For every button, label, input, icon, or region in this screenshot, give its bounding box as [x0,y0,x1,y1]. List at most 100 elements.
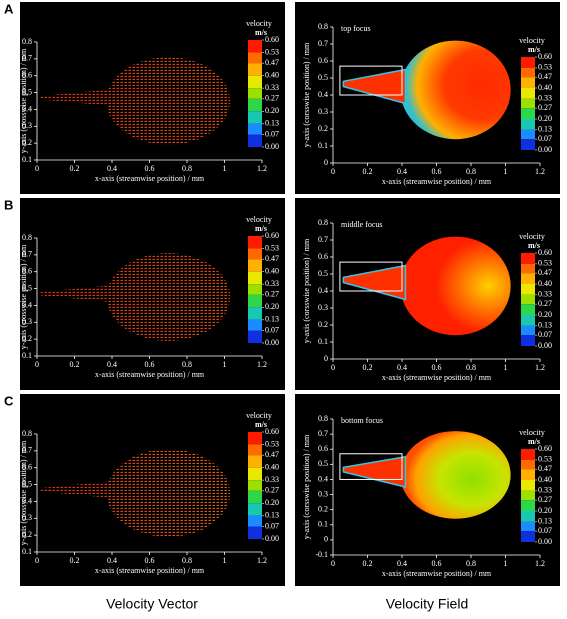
x-tick-label: 0 [331,167,335,176]
x-tick-label: 0.8 [466,167,476,176]
y-tick-label: 0.4 [22,104,32,113]
colorbar-segment [248,467,262,481]
x-tick-label: 0 [35,360,39,369]
colorbar-segment [248,123,262,135]
droplet-tint [106,253,231,341]
colorbar-tick-label: 0.60 [538,444,552,453]
x-tick-label: 1 [504,559,508,568]
colorbar-tick-label: 0.47 [265,450,279,459]
y-tick-label: 0.6 [22,71,32,80]
y-tick-label: 0.1 [22,351,32,360]
colorbar-segment [248,330,262,343]
colorbar-segment [248,271,262,285]
plot-title: top focus [341,24,371,33]
x-tick-label: 0.2 [70,360,80,369]
y-tick-label: 0.3 [318,107,328,116]
colorbar-title: velocity [519,428,545,437]
y-tick-label: 0.3 [22,513,32,522]
colorbar-segment [248,236,262,249]
colorbar-tick-label: 0.13 [538,125,552,134]
colorbar-segment [248,134,262,147]
y-axis-label: y-axis (corsswise position) / mm [302,238,311,343]
colorbar-title: velocity [246,411,272,420]
colorbar-tick-label: 0.07 [538,526,552,535]
colorbar-title: velocity [519,36,545,45]
colorbar-tick-label: 0.00 [538,145,552,154]
colorbar-segment [248,432,262,445]
y-tick-label: 0 [324,158,328,167]
colorbar-tick-label: 0.07 [265,521,279,530]
x-tick-label: 1.2 [257,556,267,565]
x-tick-label: 0.4 [107,556,117,565]
colorbar-segment [521,98,535,109]
colorbar-segment [521,521,535,532]
y-tick-label: 0.3 [318,489,328,498]
x-tick-label: 1 [223,556,227,565]
colorbar-segment [521,325,535,336]
focus-box [339,261,403,292]
y-tick-label: 0.4 [318,474,328,483]
colorbar-tick-label: 0.27 [538,299,552,308]
colorbar-segment [521,294,535,305]
colorbar-segment [248,444,262,456]
y-tick-label: 0.7 [318,235,328,244]
colorbar-tick-label: 0.33 [265,475,279,484]
colorbar-tick-label: 0.40 [538,475,552,484]
plot-title: middle focus [341,220,383,229]
colorbar-tick-label: 0.13 [538,321,552,330]
x-axis-label: x-axis (streamwise position) / mm [382,177,492,186]
colorbar-tick-label: 0.47 [538,464,552,473]
x-tick-label: 1.2 [535,167,545,176]
colorbar-segment [248,98,262,112]
colorbar-tick-label: 0.13 [538,517,552,526]
y-tick-label: 0.2 [22,138,32,147]
colorbar-tick-label: 0.47 [538,72,552,81]
x-tick-label: 0.8 [182,360,192,369]
colorbar-tick-label: 0.40 [265,70,279,79]
colorbar-tick-label: 0.47 [265,58,279,67]
colorbar-segment [248,40,262,53]
x-tick-label: 0.6 [145,164,155,173]
x-axis-label: x-axis (streamwise position) / mm [95,370,205,379]
x-tick-label: 0.2 [70,556,80,565]
panel: middle focus 0 0.2 0.4 0.6 0.8 1 1.2 0 0.1 0.2 0.3 0… [295,198,560,390]
y-tick-label: 0.8 [22,37,32,46]
colorbar-segment [248,294,262,308]
plot-title: bottom focus [341,416,383,425]
x-tick-label: 0.6 [145,556,155,565]
y-tick-label: 0.5 [22,283,32,292]
colorbar-tick-label: 0.53 [538,455,552,464]
colorbar-segment [521,88,535,99]
y-axis-label: y-axis (corsswise position) / mm [302,42,311,147]
x-axis-label: x-axis (streamwise position) / mm [95,566,205,575]
colorbar-tick-label: 0.27 [538,495,552,504]
colorbar-segment [248,52,262,64]
x-tick-label: 0 [35,164,39,173]
x-tick-label: 0.4 [107,164,117,173]
colorbar-tick-label: 0.53 [538,63,552,72]
y-tick-label: 0 [324,535,328,544]
x-tick-label: 0.6 [432,363,442,372]
droplet-tint [106,57,231,145]
x-tick-label: 0.8 [466,363,476,372]
x-tick-label: 0.6 [432,559,442,568]
y-tick-label: 0.5 [318,73,328,82]
y-tick-label: 0.5 [318,269,328,278]
colorbar-segment [248,503,262,516]
y-tick-label: 0.8 [318,414,328,423]
x-tick-label: 1 [504,167,508,176]
colorbar-tick-label: 0.00 [265,338,279,347]
x-tick-label: 0.2 [363,559,373,568]
colorbar-tick-label: 0.33 [538,94,552,103]
droplet [400,431,511,519]
x-tick-label: 0.4 [397,559,407,568]
y-tick-label: 0.7 [22,54,32,63]
colorbar-segment [521,119,535,130]
colorbar-tick-label: 0.40 [538,83,552,92]
colorbar-segment [248,490,262,504]
colorbar-segment [248,526,262,539]
colorbar-tick-label: 0.27 [265,486,279,495]
droplet [400,236,511,336]
colorbar-segment [521,469,535,480]
x-tick-label: 1.2 [257,360,267,369]
